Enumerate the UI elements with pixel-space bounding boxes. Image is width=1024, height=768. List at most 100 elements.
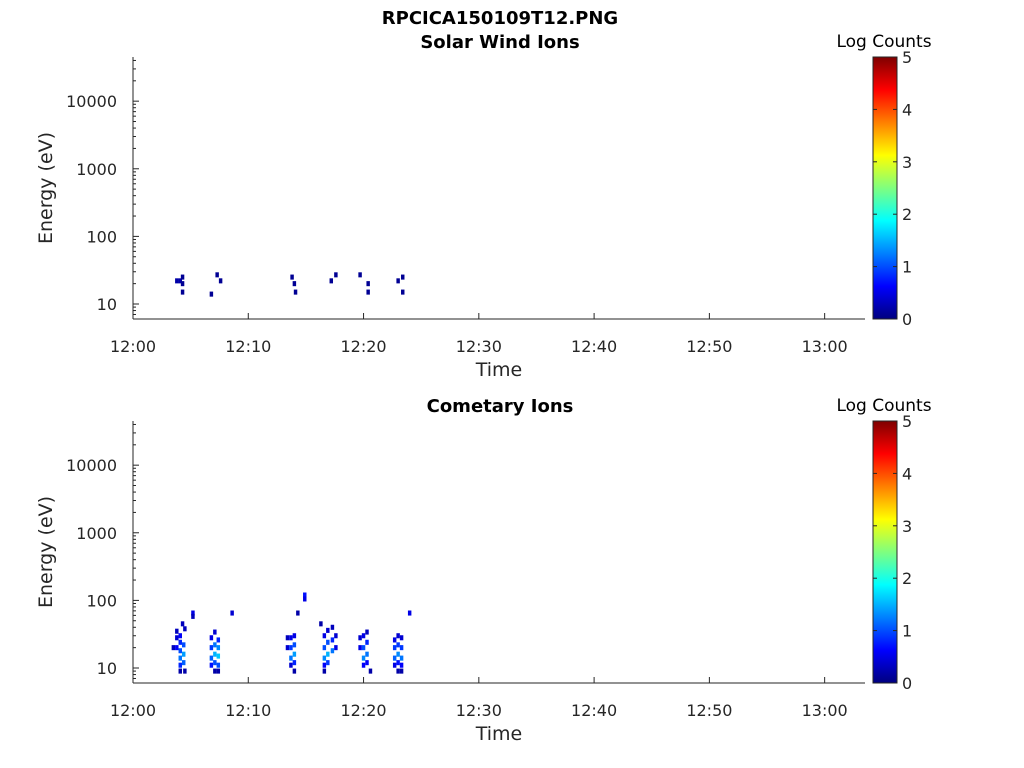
data-cell — [175, 628, 179, 634]
colorbar-tick-label: 2 — [902, 569, 912, 588]
colorbar-label: Log Counts — [836, 396, 931, 416]
colorbar-tick-label: 1 — [902, 622, 912, 641]
data-cell — [396, 668, 400, 674]
data-cell — [368, 668, 373, 674]
data-cell — [209, 662, 214, 668]
data-cell — [178, 648, 182, 654]
data-cell — [191, 610, 195, 616]
data-cell — [329, 278, 334, 284]
data-cell — [399, 655, 404, 661]
data-cell — [303, 592, 307, 598]
data-cell — [396, 278, 400, 284]
data-cell — [175, 635, 179, 641]
data-cell — [365, 639, 369, 645]
data-cell — [293, 289, 298, 295]
colorbar-tick-label: 5 — [902, 48, 912, 67]
colorbar-label: Log Counts — [836, 32, 931, 52]
data-cell — [326, 627, 330, 633]
data-cell — [292, 668, 297, 674]
data-cell — [216, 645, 221, 651]
data-cell — [334, 633, 338, 639]
data-cell — [178, 655, 182, 661]
data-cell — [181, 660, 186, 666]
data-cell — [392, 637, 397, 643]
x-tick-label: 12:50 — [686, 337, 732, 356]
data-cell — [407, 610, 412, 616]
data-cell — [209, 291, 214, 297]
data-cell — [183, 668, 187, 674]
panel-title: Solar Wind Ions — [420, 32, 579, 53]
colorbar-tick-label: 4 — [902, 100, 912, 119]
cometary-ions-panel: 12:00 12:10 12:20 12:30 12:40 12:50 13:0010100… — [35, 396, 932, 745]
data-cell — [218, 278, 223, 284]
data-cell — [366, 281, 370, 287]
data-cell — [399, 662, 404, 668]
data-cell — [292, 633, 297, 639]
x-axis-label: Time — [475, 359, 523, 381]
data-cell — [181, 642, 186, 648]
data-cell — [289, 655, 293, 661]
data-cell — [399, 635, 404, 641]
data-cell — [178, 639, 182, 645]
y-tick-label: 1000 — [76, 160, 117, 179]
data-cell — [358, 272, 362, 278]
data-cell — [285, 635, 290, 641]
data-cell — [213, 642, 217, 648]
data-cell — [213, 660, 217, 666]
x-tick-label: 12:00 — [110, 337, 156, 356]
data-cell — [292, 660, 297, 666]
panel-title: Cometary Ions — [427, 396, 574, 417]
data-cell — [365, 629, 369, 635]
x-tick-label: 12:50 — [686, 701, 732, 720]
data-cell — [180, 281, 185, 287]
data-cell — [401, 274, 405, 280]
colorbar-tick-label: 3 — [902, 153, 912, 172]
data-cell — [366, 289, 370, 295]
data-cell — [191, 613, 195, 619]
data-cell — [326, 651, 330, 657]
data-cell — [396, 660, 400, 666]
y-tick-label: 10 — [97, 659, 117, 678]
data-cell — [180, 289, 185, 295]
data-cell — [216, 662, 221, 668]
data-cell — [358, 645, 362, 651]
data-cell — [292, 642, 297, 648]
data-cell — [396, 651, 400, 657]
x-tick-label: 12:40 — [571, 701, 617, 720]
data-cell — [303, 596, 307, 602]
data-cell — [392, 662, 397, 668]
colorbar — [872, 56, 898, 320]
data-cell — [361, 655, 366, 661]
x-tick-label: 13:00 — [802, 337, 848, 356]
data-cell — [334, 645, 338, 651]
x-tick-label: 12:20 — [340, 701, 386, 720]
data-cell — [209, 635, 214, 641]
data-cell — [289, 645, 293, 651]
data-cell — [175, 645, 179, 651]
y-tick-label: 10 — [97, 295, 117, 314]
y-tick-label: 10000 — [66, 456, 117, 475]
x-tick-label: 13:00 — [802, 701, 848, 720]
data-cell — [296, 610, 300, 616]
data-cell — [289, 662, 293, 668]
data-cell — [326, 639, 330, 645]
x-tick-label: 12:30 — [456, 701, 502, 720]
data-cell — [322, 655, 327, 661]
x-tick-label: 12:40 — [571, 337, 617, 356]
data-cell — [213, 629, 217, 635]
colorbar-tick-label: 0 — [902, 674, 912, 693]
data-cell — [216, 668, 221, 674]
data-cell — [334, 272, 338, 278]
y-tick-label: 100 — [86, 591, 117, 610]
y-tick-label: 1000 — [76, 524, 117, 543]
data-cell — [326, 660, 330, 666]
data-cell — [365, 651, 369, 657]
data-cell — [213, 668, 217, 674]
data-cell — [396, 642, 400, 648]
data-cell — [399, 645, 404, 651]
colorbar-tick-label: 2 — [902, 205, 912, 224]
x-axis-label: Time — [475, 723, 523, 745]
data-cell — [319, 621, 323, 627]
data-cell — [216, 653, 221, 659]
data-cell — [361, 662, 366, 668]
